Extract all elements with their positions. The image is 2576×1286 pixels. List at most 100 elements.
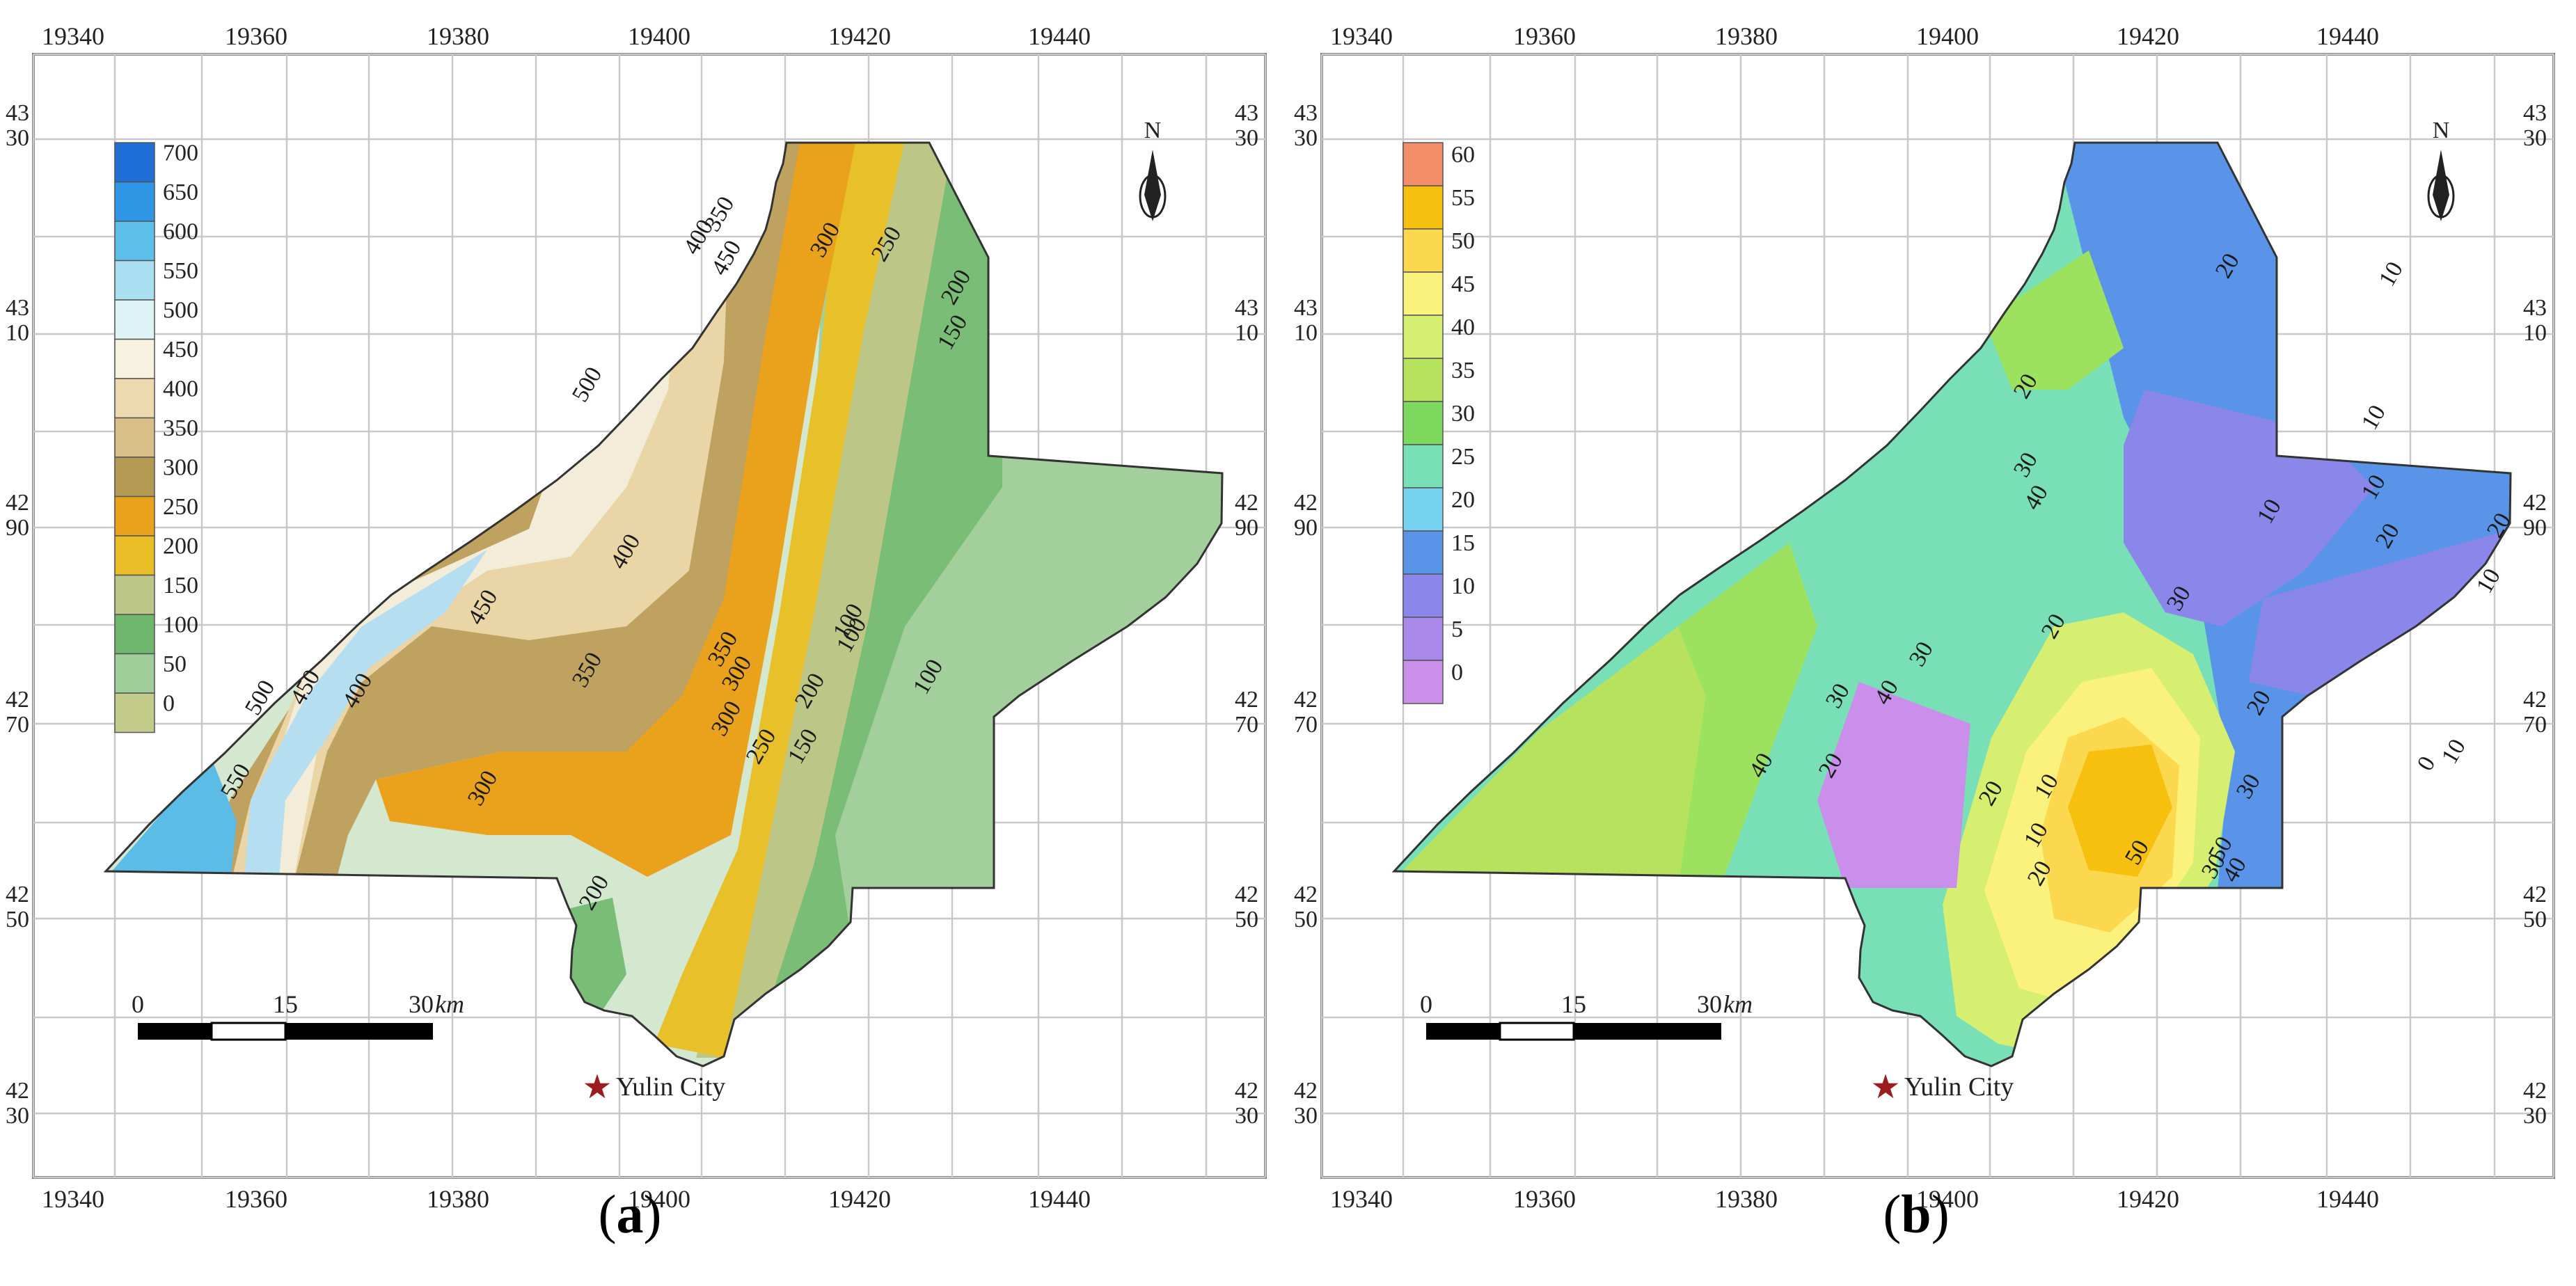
legend-swatch [1402, 530, 1444, 575]
y-tick-right-lower: 10 [1235, 320, 1258, 346]
x-tick-bottom: 19380 [427, 1185, 489, 1213]
zone-550 [106, 752, 237, 888]
legend-label: 550 [163, 258, 198, 284]
y-tick-left-upper: 43 [1294, 100, 1318, 126]
legend-label: 500 [163, 297, 198, 323]
scale-bar: 0 15 30 km [1420, 990, 1753, 1041]
legend-swatch [1402, 271, 1444, 316]
x-tick-top: 19360 [225, 22, 287, 50]
y-tick-right-lower: 50 [2523, 907, 2547, 932]
x-tick-bottom: 19380 [1715, 1185, 1778, 1213]
x-tick-top: 19400 [1916, 22, 1979, 50]
legend-swatch [114, 614, 155, 655]
legend-label: 20 [1451, 487, 1475, 513]
x-tick-top: 19340 [42, 22, 104, 50]
y-tick-left-lower: 30 [1294, 125, 1318, 151]
scale-seg-3 [1574, 1023, 1721, 1040]
y-tick-right-upper: 43 [2523, 100, 2547, 126]
scale-seg-2 [210, 1022, 287, 1041]
legend-swatch [114, 338, 155, 379]
y-tick-right-lower: 70 [2523, 712, 2547, 738]
legend-label: 350 [163, 415, 198, 441]
north-arrow-needle [1144, 150, 1161, 221]
scale-label-30: 30 [1697, 990, 1722, 1018]
legend-label: 15 [1451, 530, 1475, 556]
y-tick-right-upper: 42 [1235, 1078, 1258, 1104]
legend-swatch [114, 260, 155, 301]
legend-label: 50 [163, 651, 187, 677]
caption-a: (a) [598, 1184, 662, 1244]
y-tick-left-upper: 42 [6, 1078, 29, 1104]
legend-label: 60 [1451, 142, 1475, 168]
study-area-outline [1391, 141, 2512, 1067]
legend-label: 100 [163, 612, 198, 637]
y-tick-right-upper: 42 [1235, 490, 1258, 516]
legend-label: 700 [163, 140, 198, 166]
x-tick-bottom: 19440 [1028, 1185, 1091, 1213]
panel-b: 20 10 10 20 30 40 10 10 20 20 30 20 10 30 40 30 20 40 20 10… [1288, 0, 2576, 1286]
legend: 7006506005505004504003503002502001501005… [114, 140, 198, 733]
y-tick-right-lower: 30 [1235, 1103, 1258, 1129]
legend-swatch [114, 535, 155, 576]
y-tick-left-upper: 42 [1294, 490, 1318, 516]
x-tick-top: 19420 [2117, 22, 2179, 50]
y-tick-right-lower: 90 [2523, 515, 2547, 541]
legend-label: 40 [1451, 315, 1475, 340]
x-tick-bottom: 19340 [42, 1185, 104, 1213]
x-tick-bottom: 19400 [1916, 1185, 1979, 1213]
north-arrow-icon: N [1139, 118, 1167, 221]
x-tick-bottom: 19440 [2316, 1185, 2379, 1213]
y-tick-left-lower: 90 [1294, 515, 1318, 541]
y-tick-right-upper: 42 [2523, 882, 2547, 907]
x-tick-bottom: 19420 [2117, 1185, 2179, 1213]
legend-label: 400 [163, 376, 198, 402]
legend-swatch [114, 692, 155, 733]
legend-swatch [1402, 444, 1444, 489]
scale-label-0: 0 [132, 990, 144, 1018]
y-tick-left-lower: 10 [6, 320, 29, 346]
legend-label: 0 [1451, 660, 1463, 685]
legend-swatch [1402, 185, 1444, 230]
legend-swatch [1402, 315, 1444, 359]
legend-swatch [1402, 487, 1444, 532]
scale-label-15: 15 [1561, 990, 1586, 1018]
north-label: N [1144, 118, 1162, 143]
zone-10-s [1817, 682, 1970, 888]
legend-swatch [114, 457, 155, 498]
y-tick-right-lower: 30 [2523, 1103, 2547, 1129]
y-tick-right-upper: 43 [1235, 100, 1258, 126]
legend-swatch [1402, 142, 1444, 186]
y-tick-right-upper: 42 [1235, 687, 1258, 713]
y-tick-left-upper: 42 [1294, 882, 1318, 907]
y-tick-right-lower: 30 [2523, 125, 2547, 151]
legend-label: 0 [163, 690, 175, 716]
y-tick-right-upper: 43 [2523, 295, 2547, 321]
x-tick-top: 19340 [1330, 22, 1393, 50]
y-tick-right-upper: 42 [1235, 882, 1258, 907]
y-tick-left-upper: 42 [1294, 687, 1318, 713]
x-tick-top: 19380 [427, 22, 489, 50]
legend-label: 35 [1451, 358, 1475, 383]
y-tick-right-upper: 43 [1235, 295, 1258, 321]
legend-label: 200 [163, 533, 198, 559]
y-tick-right-upper: 42 [2523, 687, 2547, 713]
y-tick-left-upper: 43 [6, 100, 29, 126]
zone-300 [376, 143, 856, 877]
legend-label: 450 [163, 337, 198, 363]
y-tick-left-lower: 70 [6, 712, 29, 738]
legend-swatch [114, 417, 155, 458]
panel-a: 450 400 350 300 250 200 150 500 400 450 100 100 350 3… [6, 22, 1267, 1244]
scale-label-0: 0 [1420, 990, 1432, 1018]
city-star-icon: ★ [582, 1069, 612, 1106]
y-tick-right-lower: 90 [1235, 515, 1258, 541]
legend-label: 50 [1451, 228, 1475, 254]
y-tick-left-upper: 42 [1294, 1078, 1318, 1104]
zone-30-n [1984, 251, 2124, 390]
y-tick-right-lower: 30 [1235, 125, 1258, 151]
legend-label: 25 [1451, 444, 1475, 470]
zone-west [1394, 626, 1706, 888]
y-tick-left-lower: 90 [6, 515, 29, 541]
y-tick-left-lower: 10 [1294, 320, 1318, 346]
y-tick-right-upper: 42 [2523, 490, 2547, 516]
